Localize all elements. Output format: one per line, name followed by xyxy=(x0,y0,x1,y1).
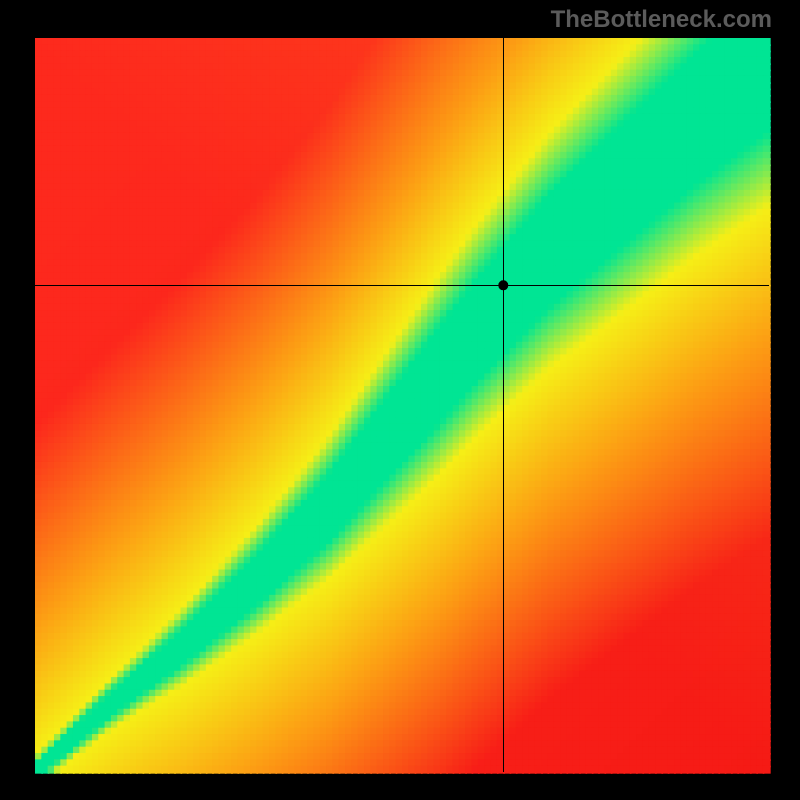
watermark-text: TheBottleneck.com xyxy=(551,6,772,34)
bottleneck-heatmap xyxy=(0,0,800,800)
chart-container: TheBottleneck.com xyxy=(0,0,800,800)
